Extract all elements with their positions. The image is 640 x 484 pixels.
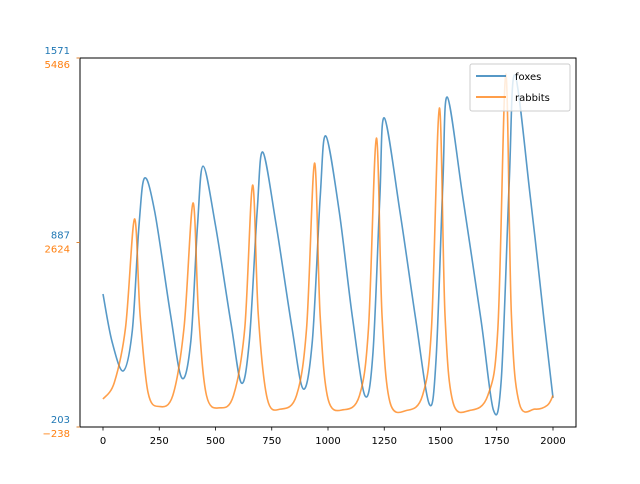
rabbits-y-tick-label: 5486 xyxy=(45,60,70,71)
x-tick-label: 1500 xyxy=(428,436,453,447)
x-tick-label: 250 xyxy=(150,436,169,447)
x-tick-label: 1750 xyxy=(484,436,509,447)
foxes-y-tick-label: 1571 xyxy=(45,46,70,57)
legend: foxes rabbits xyxy=(469,63,571,112)
rabbits-y-tick-label: −238 xyxy=(43,429,70,440)
rabbits-y-tick-label: 2624 xyxy=(45,245,70,256)
foxes-y-tick-label: 203 xyxy=(51,415,70,426)
x-tick-label: 1000 xyxy=(315,436,340,447)
y-axis: 203 887 1571 −238 2624 5486 xyxy=(43,46,80,440)
rabbits-line xyxy=(102,73,554,414)
x-tick-label: 2000 xyxy=(540,436,565,447)
x-tick-label: 1250 xyxy=(372,436,397,447)
legend-foxes-label: foxes xyxy=(515,72,541,83)
x-tick-label: 0 xyxy=(100,436,106,447)
legend-rabbits-label: rabbits xyxy=(515,93,550,104)
plot-lines xyxy=(102,73,554,416)
x-axis: 0 250 500 750 1000 1250 1500 1750 2000 xyxy=(100,427,566,447)
foxes-y-tick-label: 887 xyxy=(51,231,70,242)
x-tick-label: 750 xyxy=(262,436,281,447)
foxes-line xyxy=(102,74,554,416)
x-tick-label: 500 xyxy=(206,436,225,447)
